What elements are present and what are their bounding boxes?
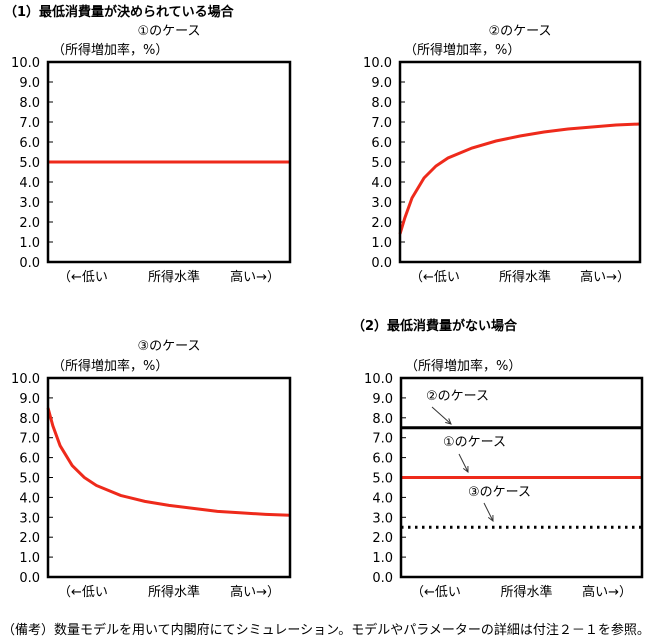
y-tick-label: 6.0 bbox=[372, 452, 393, 467]
y-tick-label: 4.0 bbox=[371, 176, 392, 191]
y-tick-label: 2.0 bbox=[19, 531, 40, 546]
y-tick-label: 6.0 bbox=[371, 136, 392, 151]
y-tick-label: 1.0 bbox=[372, 551, 393, 566]
y-tick-label: 3.0 bbox=[372, 511, 393, 526]
annotation-arrow bbox=[483, 502, 494, 522]
plot-frame bbox=[46, 60, 292, 264]
y-tick-label: 8.0 bbox=[372, 412, 393, 427]
y-tick-label: 2.0 bbox=[372, 531, 393, 546]
y-tick-label: 1.0 bbox=[19, 236, 40, 251]
y-tick-label: 9.0 bbox=[371, 76, 392, 91]
arrow-head-icon bbox=[462, 465, 469, 474]
y-tick-label: 10.0 bbox=[11, 372, 40, 387]
chart-1: ①のケース （所得増加率，%） （←低い 所得水準 高い→） 10.0 9.0 8.0 7.0 6… bbox=[11, 24, 292, 285]
y-tick-label: 7.0 bbox=[371, 116, 392, 131]
y-tick-label: 8.0 bbox=[19, 96, 40, 111]
series-line bbox=[46, 407, 291, 517]
y-tick-label: 4.0 bbox=[372, 491, 393, 506]
y-tick-label: 5.0 bbox=[19, 472, 40, 487]
y-tick-label: 3.0 bbox=[19, 511, 40, 526]
plot-frame bbox=[46, 376, 292, 579]
y-tick-label: 5.0 bbox=[19, 156, 40, 171]
x-axis-label: 所得水準 bbox=[148, 269, 200, 285]
y-tick-label: 1.0 bbox=[19, 551, 40, 566]
y-tick-label: 1.0 bbox=[371, 236, 392, 251]
y-tick-label: 7.0 bbox=[19, 432, 40, 447]
y-axis-label: （所得増加率，%） bbox=[52, 42, 168, 58]
y-tick-label: 0.0 bbox=[19, 571, 40, 586]
x-axis-label: （←低い bbox=[410, 270, 460, 285]
series-annotation: ②のケース bbox=[426, 389, 489, 404]
x-axis-label: （←低い bbox=[58, 585, 108, 600]
chart-title: ②のケース bbox=[488, 24, 551, 39]
y-tick-label: 6.0 bbox=[19, 452, 40, 467]
y-axis-label: （所得増加率，%） bbox=[405, 358, 521, 374]
y-tick-label: 2.0 bbox=[371, 216, 392, 231]
y-tick-label: 10.0 bbox=[364, 372, 393, 387]
x-axis-label: 高い→） bbox=[230, 269, 280, 285]
plot-frame bbox=[398, 60, 642, 264]
annotation-arrow bbox=[458, 453, 469, 473]
x-axis-label: 所得水準 bbox=[499, 269, 551, 285]
y-tick-label: 6.0 bbox=[19, 136, 40, 151]
series-line bbox=[398, 122, 641, 235]
y-tick-label: 5.0 bbox=[372, 472, 393, 487]
chart-2: ②のケース （所得増加率，%） （←低い 所得水準 高い→） 10.0 9.0 8.0 7.0 6… bbox=[363, 24, 642, 285]
plot-frame bbox=[399, 376, 644, 579]
y-tick-label: 7.0 bbox=[19, 116, 40, 131]
y-tick-label: 0.0 bbox=[372, 571, 393, 586]
x-axis-label: （←低い bbox=[58, 270, 108, 285]
y-tick-label: 10.0 bbox=[11, 56, 40, 71]
section1-title: （1）最低消費量が決められている場合 bbox=[4, 4, 235, 20]
y-tick-label: 9.0 bbox=[19, 76, 40, 91]
x-axis-label: 高い→） bbox=[580, 269, 630, 285]
x-axis-label: （←低い bbox=[411, 585, 461, 600]
chart-4: （所得増加率，%） （←低い 所得水準 高い→） 10.0 9.0 8.0 7.0 6.0 5.0… bbox=[364, 358, 644, 600]
y-tick-label: 7.0 bbox=[372, 432, 393, 447]
y-tick-label: 10.0 bbox=[363, 56, 392, 71]
arrow-head-icon bbox=[445, 418, 452, 425]
y-tick-label: 4.0 bbox=[19, 176, 40, 191]
y-tick-label: 2.0 bbox=[19, 216, 40, 231]
x-axis-label: 所得水準 bbox=[500, 584, 552, 600]
y-tick-label: 3.0 bbox=[19, 196, 40, 211]
y-tick-label: 8.0 bbox=[371, 96, 392, 111]
chart-3: ③のケース （所得増加率，%） （←低い 所得水準 高い→） 10.0 9.0 8.0 7.0 6… bbox=[11, 339, 292, 600]
x-axis-label: 高い→） bbox=[230, 584, 280, 600]
chart-title: ③のケース bbox=[137, 339, 200, 354]
y-tick-label: 9.0 bbox=[372, 392, 393, 407]
y-tick-label: 5.0 bbox=[371, 156, 392, 171]
y-tick-label: 0.0 bbox=[19, 256, 40, 271]
x-axis-label: 高い→） bbox=[582, 584, 632, 600]
series-annotation: ③のケース bbox=[468, 485, 531, 500]
y-tick-label: 9.0 bbox=[19, 392, 40, 407]
chart-title: ①のケース bbox=[137, 24, 200, 39]
footnote: （備考）数量モデルを用いて内閣府にてシミュレーション。モデルやパラメーターの詳細… bbox=[2, 622, 647, 638]
arrow-head-icon bbox=[487, 514, 494, 523]
y-tick-label: 4.0 bbox=[19, 491, 40, 506]
y-tick-label: 8.0 bbox=[19, 412, 40, 427]
y-tick-label: 0.0 bbox=[371, 256, 392, 271]
y-axis-label: （所得増加率，%） bbox=[52, 358, 168, 374]
x-axis-label: 所得水準 bbox=[148, 584, 200, 600]
section2-title: （2）最低消費量がない場合 bbox=[352, 318, 518, 334]
annotation-arrow bbox=[431, 406, 452, 425]
y-tick-label: 3.0 bbox=[371, 196, 392, 211]
series-annotation: ①のケース bbox=[443, 435, 506, 450]
y-axis-label: （所得増加率，%） bbox=[404, 42, 520, 58]
